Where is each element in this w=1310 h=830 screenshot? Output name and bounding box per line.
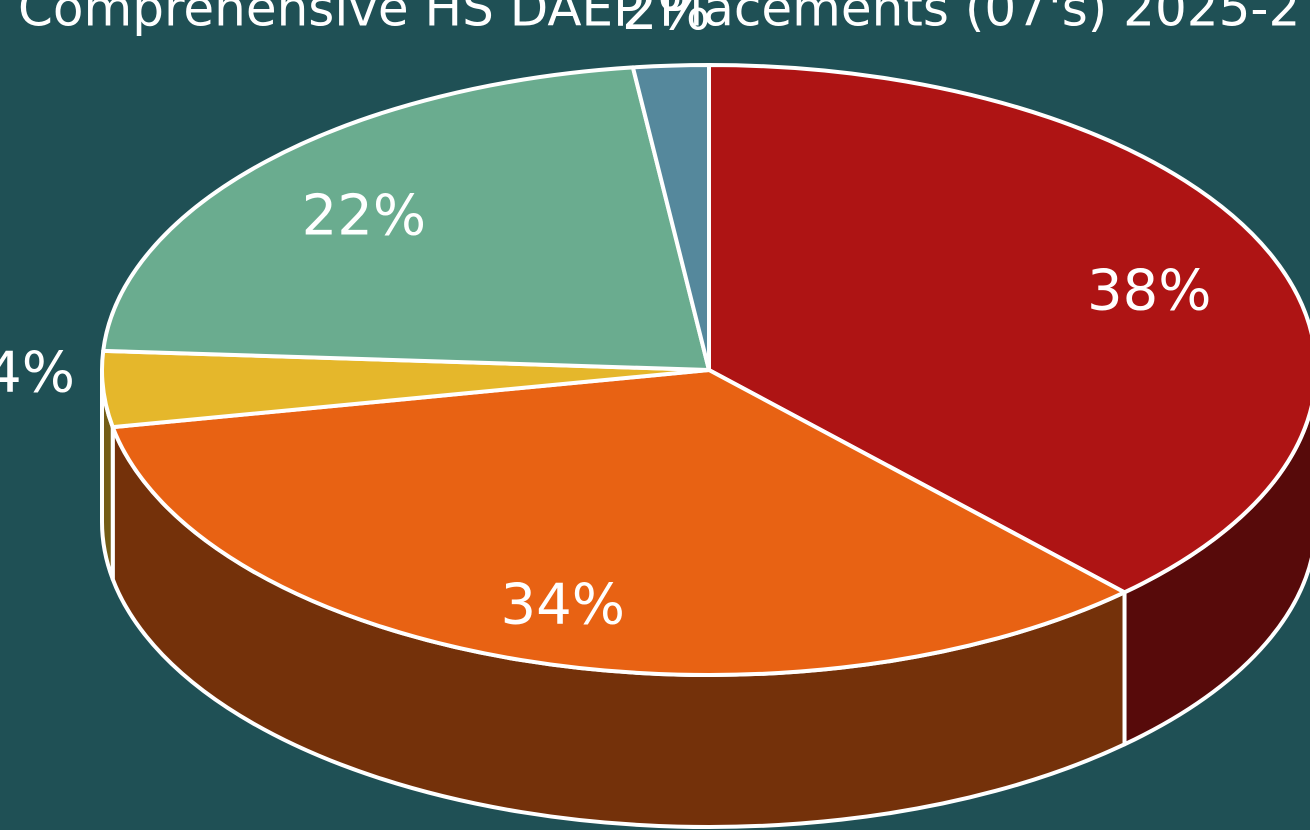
data-label: 4% (0, 341, 75, 406)
data-label: 22% (302, 183, 426, 248)
data-labels: 38% 34% 4% 22% 2% (0, 0, 1211, 637)
pie-top (100, 63, 1310, 677)
chart-title: Comprehensive HS DAEP Placements (07's) … (18, 0, 1300, 38)
data-label: 38% (1087, 259, 1211, 324)
data-label: 2% (622, 0, 711, 43)
slice (630, 63, 711, 372)
slice (110, 368, 1127, 677)
slice (707, 63, 1310, 595)
slice (101, 65, 711, 372)
data-label: 34% (500, 572, 624, 637)
